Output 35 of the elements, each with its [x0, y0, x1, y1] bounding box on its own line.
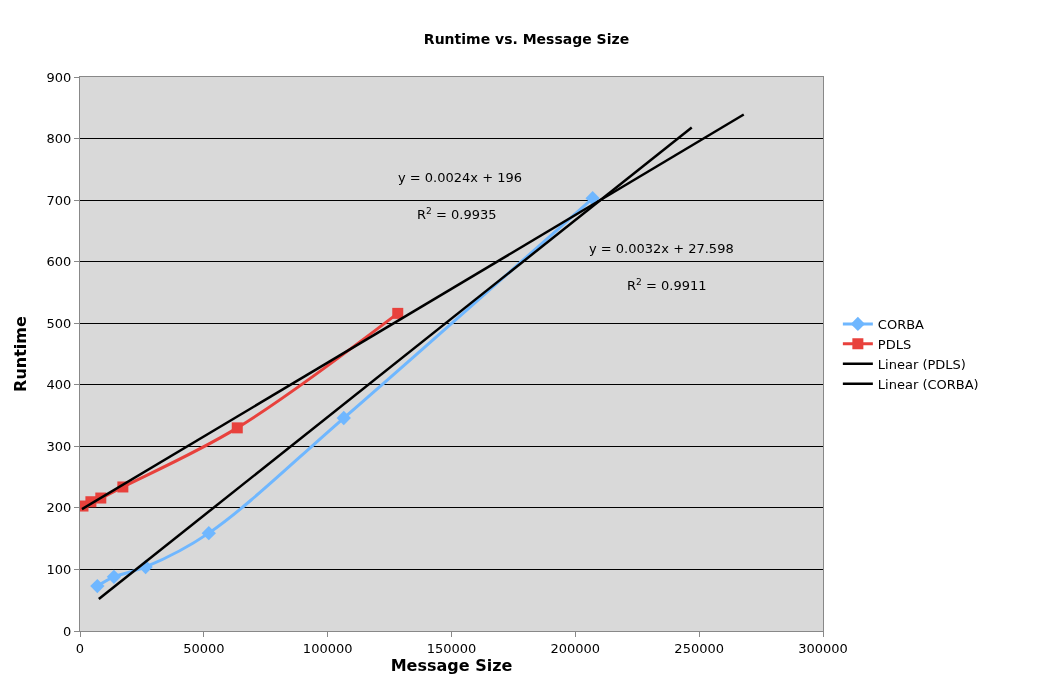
legend-label: PDLS: [877, 336, 912, 352]
y-tick-label: 500: [46, 315, 72, 331]
point: [231, 422, 243, 434]
point: [392, 307, 404, 319]
y-tick-label: 700: [46, 192, 72, 208]
y-axis-title: Runtime: [11, 315, 31, 392]
y-tick-label: 200: [46, 500, 72, 516]
x-tick-label: 100000: [302, 640, 353, 656]
point: [585, 191, 600, 206]
y-tick-label: 800: [46, 131, 72, 147]
legend-label: CORBA: [877, 317, 925, 333]
y-tick-label: 100: [46, 561, 72, 577]
legend-label: Linear (CORBA): [877, 376, 979, 392]
y-tick-label: 300: [46, 438, 72, 454]
y-tick-label: 600: [46, 254, 72, 270]
point: [336, 410, 351, 426]
y-tick-label: 900: [46, 69, 72, 85]
x-tick-label: 0: [75, 640, 85, 656]
x-tick-label: 300000: [798, 640, 848, 656]
point: [106, 569, 122, 584]
x-axis-title: Message Size: [390, 655, 513, 675]
legend-label: Linear (PDLS): [877, 356, 966, 372]
x-tick-label: 150000: [426, 640, 477, 656]
x-tick-label: 50000: [183, 640, 225, 656]
y-tick-label: 400: [46, 377, 72, 393]
y-tick-label: 0: [63, 623, 72, 639]
annotation: R$^{2}$ = 0.9935: [417, 206, 497, 223]
annotation: R$^{2}$ = 0.9911: [627, 277, 707, 294]
x-tick-label: 250000: [674, 640, 724, 656]
point: [201, 525, 216, 541]
x-tick-label: 200000: [550, 640, 601, 656]
annotation: y = 0.0024x + 196: [398, 170, 523, 185]
annotation: y = 0.0032x + 27.598: [589, 241, 734, 256]
chart-title: Runtime vs. Message Size: [423, 31, 630, 48]
point: [90, 578, 105, 594]
